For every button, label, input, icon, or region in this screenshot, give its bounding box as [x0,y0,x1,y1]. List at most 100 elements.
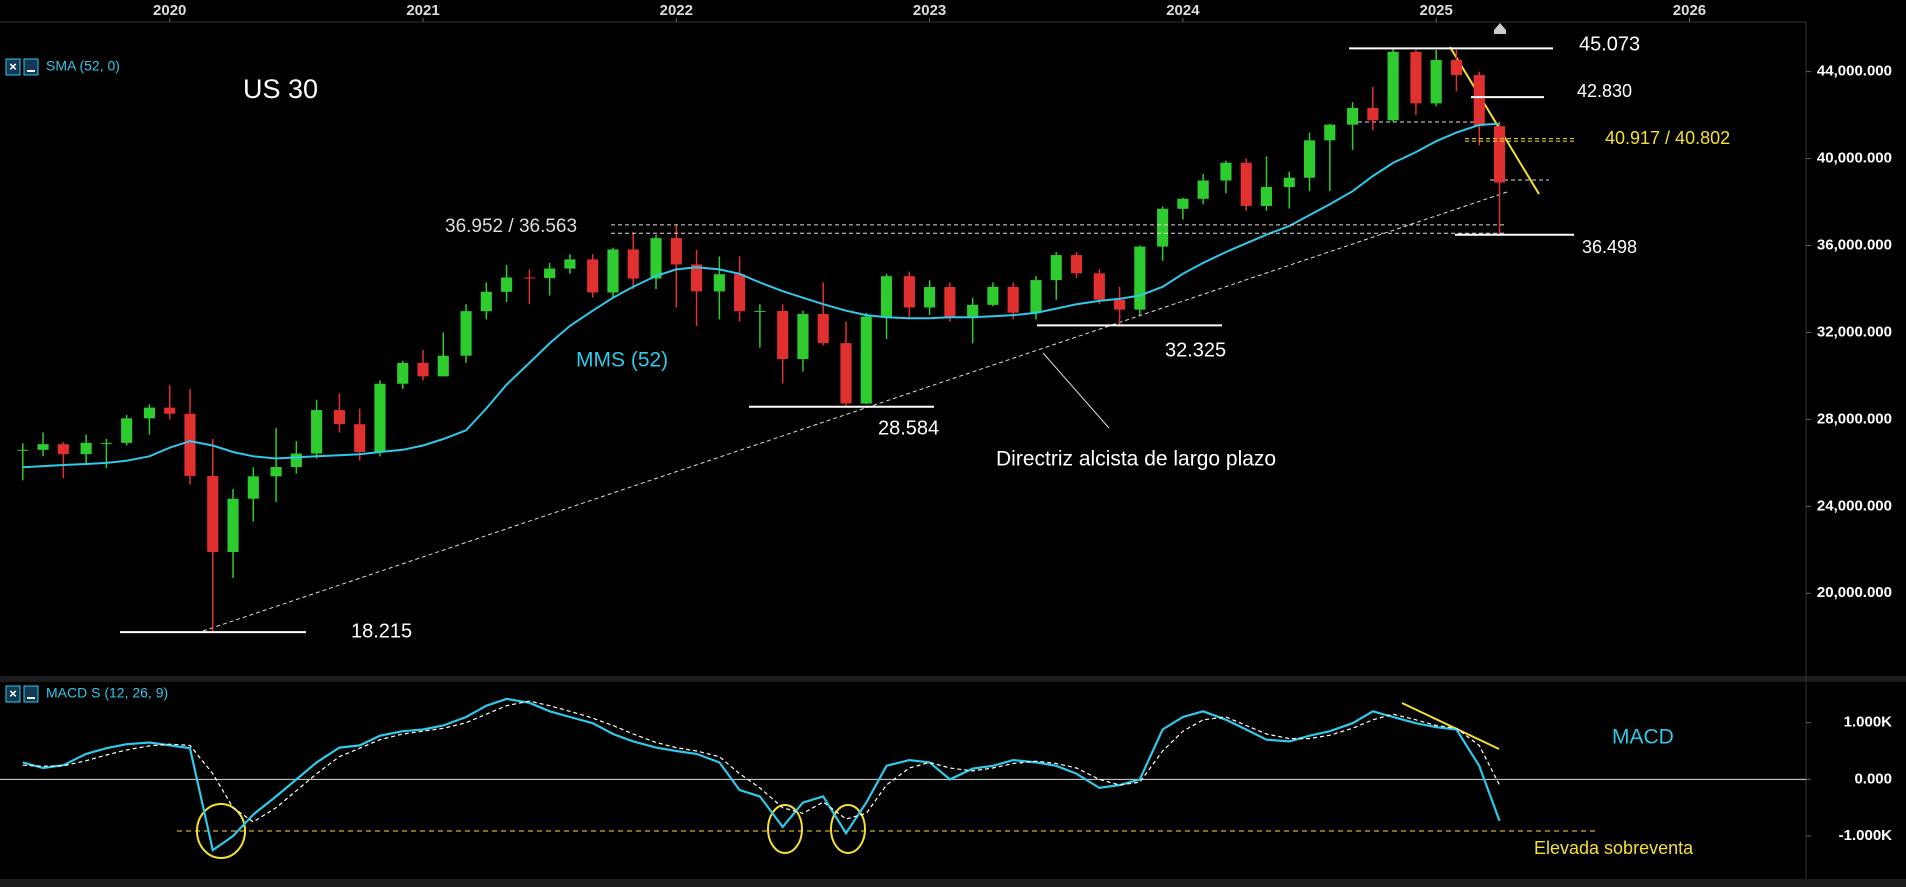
y-tick-label: 44,000.000 [1817,63,1892,80]
candle-body [143,407,156,419]
minimize-button[interactable] [23,58,39,76]
candle-body [544,268,556,279]
candle-body [290,453,302,467]
candle-body [1493,126,1506,183]
candle-body [1347,107,1359,125]
candle-body [311,410,323,454]
level-label: 32.325 [1165,339,1226,361]
candle-body [37,444,49,450]
candle-body [587,259,599,293]
level-label: 40.917 / 40.802 [1605,128,1730,148]
highlight-circle [767,804,803,854]
candle-body [374,383,386,453]
candle-body [1093,273,1105,300]
candle-body [227,498,239,552]
close-icon: × [9,686,17,701]
candle-body [944,287,956,319]
candle-body [860,316,872,404]
candle-body [564,259,576,269]
candle-body [1220,162,1232,181]
candle-body [1197,180,1209,199]
y-tick-label: 1.000K [1844,714,1893,731]
chart-title: US 30 [243,74,318,104]
candle-body [460,311,472,356]
level-label: 28.584 [878,417,939,439]
sma-label: MMS (52) [576,349,668,372]
candle-body [1177,198,1189,209]
candle-body [1450,59,1463,76]
candle-body [1113,299,1126,310]
y-tick-label: 20,000.000 [1817,584,1892,601]
candle-body [713,274,725,292]
candle-body [1030,280,1042,313]
candle-body [397,362,409,384]
x-tick-label: 2025 [1420,2,1453,19]
sma-line [22,122,1500,469]
macd-legend: × MACD S (12, 26, 9) [5,685,168,703]
signal-line [22,700,1501,823]
candle-body [1473,75,1485,127]
candle-body [121,418,133,443]
annotation: Elevada sobreventa [1534,838,1694,858]
candle-body [840,343,852,404]
candle-body [523,277,535,279]
level-label: 36.952 / 36.563 [445,216,577,237]
candle-body [57,444,69,455]
candle-body [903,276,915,308]
candle-body [690,264,703,292]
candle-body [333,410,345,425]
indicator-label: SMA (52, 0) [46,58,120,74]
candle-body [754,310,766,312]
candle-body [924,287,936,308]
candle-body [501,277,513,292]
x-tick-label: 2022 [660,2,693,19]
annotation: Directriz alcista de largo plazo [996,448,1276,471]
close-button[interactable] [5,685,21,703]
candle-body [1430,59,1442,104]
level-label: 18.215 [351,620,412,642]
candle-body [1283,177,1295,188]
candle-body [1410,51,1422,104]
candle-body [207,475,219,552]
bottom-border [0,879,1906,887]
close-icon: × [9,59,17,74]
level-label: 45.073 [1579,33,1640,55]
level-label: 42.830 [1577,81,1632,101]
y-tick-label: 28,000.000 [1817,410,1892,427]
x-tick-label: 2026 [1673,2,1706,19]
candle-body [270,466,282,477]
close-button[interactable] [5,58,21,76]
x-tick-label: 2021 [406,2,439,19]
candle-body [100,442,112,444]
resistance-line [1449,46,1540,195]
candle-body [1007,286,1019,313]
candle-body [247,476,259,499]
legend-entry: MACD [1612,726,1674,749]
candle-body [670,238,682,265]
y-tick-label: 0.000 [1854,770,1892,787]
y-tick-label: 40,000.000 [1817,150,1892,167]
macd-line [22,697,1501,853]
panel-separator [0,676,1906,682]
divergence-line [1401,702,1500,750]
candle-body [967,304,979,319]
annotation-pointer [1042,352,1110,429]
candle-body [1050,255,1062,281]
x-tick-label: 2024 [1166,2,1200,19]
candle-body [1260,187,1273,206]
candle-body [1157,208,1169,247]
candle-body [437,355,449,377]
candle-body [354,424,366,453]
candle-body [1134,246,1146,310]
highlight-circle [830,804,866,854]
candle-body [17,449,29,451]
candle-body [627,249,639,279]
candle-body [650,238,662,279]
y-tick-label: -1.000K [1839,827,1893,844]
scroll-marker[interactable] [1494,23,1506,34]
x-tick-label: 2023 [913,2,946,19]
trendline [202,190,1511,632]
minimize-button[interactable] [23,685,39,703]
